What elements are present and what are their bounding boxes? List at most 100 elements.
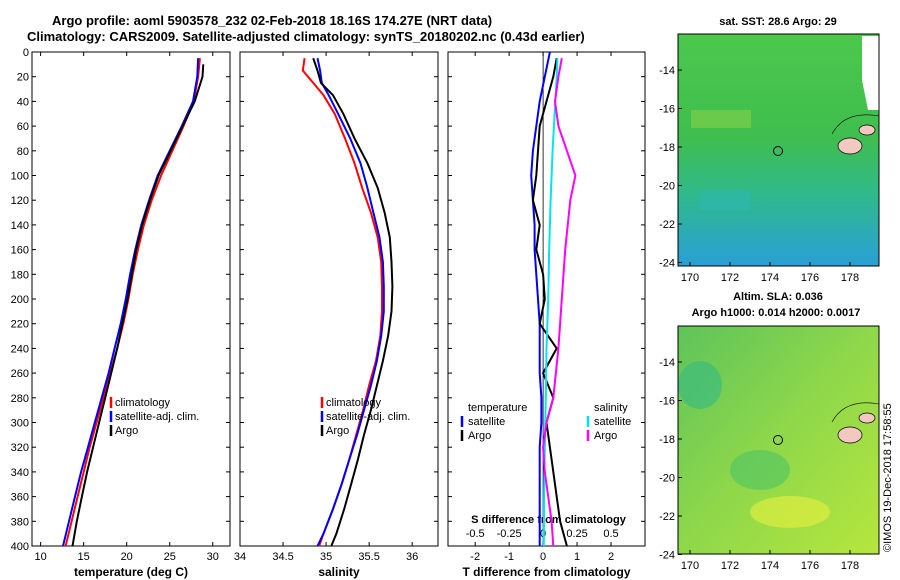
x-tick-label: -2 [470, 551, 480, 563]
sla-map-title-line-1: Altim. SLA: 0.036 [733, 291, 823, 303]
legend-label: satellite-adj. clim. [115, 411, 199, 423]
sla-argo-position-marker [773, 435, 783, 445]
depth-tick-label: 140 [11, 220, 29, 232]
sst-map-lat-label: -20 [659, 181, 675, 193]
panel-temperature-frame [31, 51, 231, 547]
sla-map-lat-label: -24 [659, 550, 675, 562]
panel-salinity: 34 34.5 35 35.5 36 salinity climatology satelli… [234, 51, 439, 579]
series-temperature-argo-line [531, 58, 568, 547]
panel-difference: -2 -1 0 1 2 T difference from climatology -0.5… [447, 51, 646, 579]
sla-vanua-levu-island-icon [858, 412, 876, 424]
panel-temperature: 0 20 40 60 80 100 120 140 160 180 200 220 240 260 280 3… [11, 47, 231, 579]
depth-tick-label: 0 [23, 47, 29, 59]
x-tick-label: 15 [78, 551, 90, 563]
sst-map-title: sat. SST: 28.6 Argo: 29 [719, 16, 837, 28]
sst-map [677, 33, 880, 267]
sla-map-lon-label: 176 [801, 560, 819, 572]
x-tick-label: 35.5 [358, 551, 379, 563]
sla-map-title-line-2: Argo h1000: 0.014 h2000: 0.0017 [692, 307, 861, 319]
depth-tick-label: 160 [11, 245, 29, 257]
sla-coastline-contour [831, 402, 880, 423]
sst-map-lat-label: -16 [659, 104, 675, 116]
sst-map-lon-label: 174 [761, 272, 779, 284]
depth-tick-label: 300 [11, 418, 29, 430]
sla-map-lat-label: -22 [659, 511, 675, 523]
sla-high-anomaly [750, 496, 830, 528]
sst-cool-patch [700, 190, 750, 210]
depth-tick-label: 280 [11, 393, 29, 405]
depth-tick-label: 340 [11, 467, 29, 479]
legend-temperature-title: temperature [468, 402, 527, 414]
x-tick-label: -1 [504, 551, 514, 563]
title-line-1: Argo profile: aoml 5903578_232 02-Feb-20… [52, 13, 493, 28]
x-tick-label: 35 [320, 551, 332, 563]
series-argo-line [71, 64, 205, 547]
depth-tick-label: 20 [17, 72, 29, 84]
sst-map-frame [677, 33, 880, 267]
x-tick-label: 0 [540, 551, 546, 563]
sla-map-lat-label: -18 [659, 434, 675, 446]
legend-label: Argo [468, 430, 491, 442]
sst-map-lon-label: 172 [721, 272, 739, 284]
depth-tick-label: 40 [17, 96, 29, 108]
x-axis-label: T difference from climatology [462, 565, 630, 579]
sla-low-anomaly-2 [730, 450, 790, 490]
x-tick-label: 36 [406, 551, 418, 563]
legend-label: satellite [594, 416, 631, 428]
sst-map-axes: 170 172 174 176 178 -14 -16 -18 -20 -22 -24 [659, 65, 859, 284]
depth-tick-label: 80 [17, 146, 29, 158]
sla-fiji-island-icon [837, 426, 863, 444]
legend-label: satellite-adj. clim. [326, 411, 410, 423]
sst-missing-data [862, 36, 879, 110]
depth-tick-label: 360 [11, 492, 29, 504]
series-satellite-adj-clim--line [316, 57, 385, 547]
sst-argo-position-marker [773, 146, 783, 156]
title-line-2: Climatology: CARS2009. Satellite-adjuste… [27, 29, 585, 44]
legend-label: satellite [468, 416, 505, 428]
x-tick-label: 10 [34, 551, 46, 563]
depth-tick-label: 200 [11, 294, 29, 306]
sst-map-lat-label: -14 [659, 65, 675, 77]
x-tick-label: 1 [574, 551, 580, 563]
legend-label: Argo [115, 425, 138, 437]
x-tick-label: 25 [164, 551, 176, 563]
x-tick-label: 2 [608, 551, 614, 563]
sst-map-lon-label: 178 [841, 272, 859, 284]
legend-salinity-title: salinity [594, 402, 628, 414]
depth-tick-label: 320 [11, 442, 29, 454]
depth-tick-label: 220 [11, 319, 29, 331]
depth-tick-label: 60 [17, 121, 29, 133]
depth-tick-label: 380 [11, 516, 29, 528]
depth-tick-label: 260 [11, 368, 29, 380]
sst-warm-patch [691, 110, 751, 128]
sst-map-lat-label: -24 [659, 258, 675, 270]
s-tick-label: 0.25 [566, 528, 587, 540]
fiji-island-icon [837, 137, 863, 155]
legend-label: climatology [326, 397, 382, 409]
s-axis-label: S difference from climatology [471, 514, 627, 526]
series-argo-line [312, 57, 394, 547]
sla-map-frame [677, 325, 880, 555]
sst-map-lon-label: 176 [801, 272, 819, 284]
legend-label: climatology [115, 397, 171, 409]
s-tick-label: -0.25 [497, 528, 522, 540]
sla-low-anomaly-1 [678, 361, 722, 409]
sst-map-lon-label: 170 [681, 272, 699, 284]
s-tick-label: -0.5 [466, 528, 485, 540]
sla-map-lon-label: 170 [681, 560, 699, 572]
depth-tick-label: 120 [11, 195, 29, 207]
x-tick-label: 34.5 [272, 551, 293, 563]
x-axis-label: temperature (deg C) [74, 565, 188, 579]
series-climatology-line [301, 58, 383, 547]
sst-coastline-contour [831, 114, 880, 135]
x-tick-label: 20 [121, 551, 133, 563]
sla-map-lat-label: -20 [659, 473, 675, 485]
depth-tick-label: 240 [11, 343, 29, 355]
series-temperature-satellite-line [530, 51, 551, 546]
vanua-levu-island-icon [858, 124, 876, 136]
panel-difference-frame [447, 51, 646, 547]
sla-map-lat-label: -16 [659, 396, 675, 408]
sla-map-lon-label: 174 [761, 560, 779, 572]
x-tick-label: 34 [234, 551, 246, 563]
